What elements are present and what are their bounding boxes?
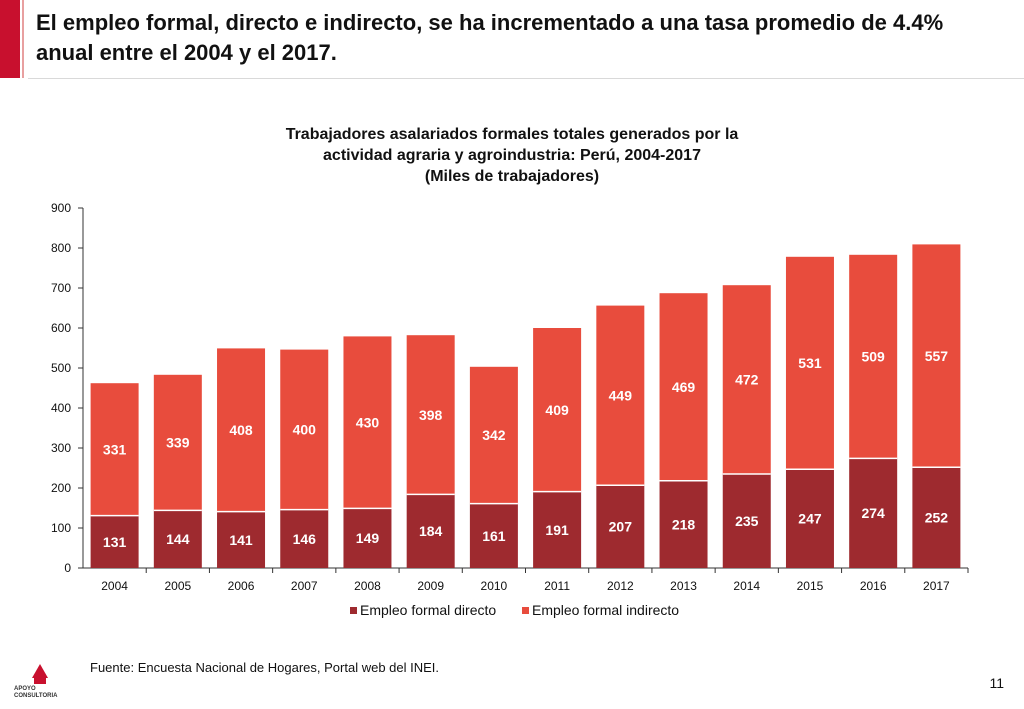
bar-directo	[406, 494, 455, 568]
legend-label: Empleo formal directo	[360, 602, 496, 618]
data-label-directo: 247	[798, 511, 822, 527]
bar-directo	[280, 509, 329, 568]
x-tick-label: 2012	[607, 579, 634, 593]
data-label-indirecto: 342	[482, 427, 506, 443]
legend-swatch	[350, 607, 357, 614]
data-label-indirecto: 430	[356, 414, 380, 430]
bar-indirecto	[90, 383, 139, 516]
x-tick-label: 2014	[733, 579, 760, 593]
bar-directo	[849, 458, 898, 568]
bar-indirecto	[596, 305, 645, 486]
x-tick-label: 2011	[544, 579, 570, 593]
bar-directo	[912, 467, 961, 568]
bar-directo	[90, 515, 139, 568]
data-label-directo: 218	[672, 516, 696, 532]
data-label-directo: 252	[925, 510, 949, 526]
x-tick-label: 2007	[291, 579, 318, 593]
data-label-indirecto: 472	[735, 372, 759, 388]
page-number: 11	[989, 675, 1004, 691]
data-label-indirecto: 449	[609, 387, 633, 403]
data-label-indirecto: 469	[672, 379, 696, 395]
data-label-indirecto: 509	[861, 349, 885, 365]
x-tick-label: 2016	[860, 579, 887, 593]
data-label-indirecto: 400	[293, 422, 317, 438]
bar-indirecto	[659, 293, 708, 481]
x-tick-label: 2015	[797, 579, 824, 593]
bar-indirecto	[849, 254, 898, 459]
bar-directo	[533, 491, 582, 568]
data-label-directo: 184	[419, 523, 443, 539]
bar-directo	[722, 474, 771, 568]
bar-directo	[659, 480, 708, 568]
data-label-directo: 141	[229, 532, 253, 548]
x-tick-label: 2005	[164, 579, 191, 593]
y-tick-label: 900	[51, 201, 71, 215]
bar-indirecto	[785, 256, 834, 470]
bar-directo	[785, 469, 834, 568]
data-label-indirecto: 409	[545, 402, 569, 418]
bar-indirecto	[343, 336, 392, 509]
data-label-indirecto: 331	[103, 441, 127, 457]
data-label-indirecto: 398	[419, 407, 443, 423]
bar-indirecto	[912, 244, 961, 468]
title-divider	[28, 78, 1024, 79]
y-tick-label: 200	[51, 481, 71, 495]
x-tick-label: 2006	[228, 579, 255, 593]
data-label-indirecto: 557	[925, 348, 949, 364]
chart-title-line-2: actividad agraria y agroindustria: Perú,…	[323, 147, 701, 164]
page-title: El empleo formal, directo e indirecto, s…	[36, 10, 944, 65]
bar-indirecto	[469, 366, 518, 504]
data-label-directo: 144	[166, 531, 190, 547]
x-tick-label: 2013	[670, 579, 697, 593]
data-label-directo: 235	[735, 513, 759, 529]
y-tick-label: 0	[64, 561, 71, 575]
legend-swatch	[522, 607, 529, 614]
x-tick-label: 2008	[354, 579, 381, 593]
bar-directo	[596, 485, 645, 568]
bar-indirecto	[280, 349, 329, 510]
logo-text: APOYO CONSULTORIA	[14, 686, 58, 699]
x-tick-label: 2017	[923, 579, 950, 593]
data-label-directo: 274	[861, 505, 885, 521]
bar-indirecto	[533, 328, 582, 492]
data-label-directo: 146	[293, 531, 317, 547]
data-label-directo: 131	[103, 534, 127, 550]
bar-indirecto	[406, 335, 455, 495]
bar-directo	[343, 508, 392, 568]
chart-title-line-3: (Miles de trabajadores)	[424, 168, 600, 185]
legend-label: Empleo formal indirecto	[532, 602, 679, 618]
x-tick-label: 2010	[481, 579, 508, 593]
bar-directo	[153, 510, 202, 568]
bar-directo	[217, 511, 266, 568]
title-accent-bar	[0, 0, 24, 78]
apoyo-logo-icon	[32, 664, 48, 684]
y-tick-label: 400	[51, 401, 71, 415]
data-label-directo: 207	[609, 519, 633, 535]
bar-indirecto	[217, 348, 266, 512]
x-tick-label: 2004	[101, 579, 128, 593]
x-tick-label: 2009	[417, 579, 444, 593]
y-tick-label: 600	[51, 321, 71, 335]
y-tick-label: 100	[51, 521, 71, 535]
bar-directo	[469, 503, 518, 568]
bar-indirecto	[153, 374, 202, 511]
chart-title-line-1: Trabajadores asalariados formales totale…	[285, 126, 739, 143]
data-label-directo: 161	[482, 528, 506, 544]
bar-indirecto	[722, 285, 771, 474]
data-label-directo: 149	[356, 530, 380, 546]
y-tick-label: 500	[51, 361, 71, 375]
data-label-indirecto: 339	[166, 435, 190, 451]
data-label-indirecto: 408	[229, 422, 253, 438]
y-tick-label: 700	[51, 281, 71, 295]
data-label-indirecto: 531	[798, 355, 822, 371]
y-tick-label: 300	[51, 441, 71, 455]
y-tick-label: 800	[51, 241, 71, 255]
source-note: Fuente: Encuesta Nacional de Hogares, Po…	[90, 660, 440, 675]
data-label-directo: 191	[545, 522, 569, 538]
chart-title: Trabajadores asalariados formales totale…	[210, 124, 814, 187]
